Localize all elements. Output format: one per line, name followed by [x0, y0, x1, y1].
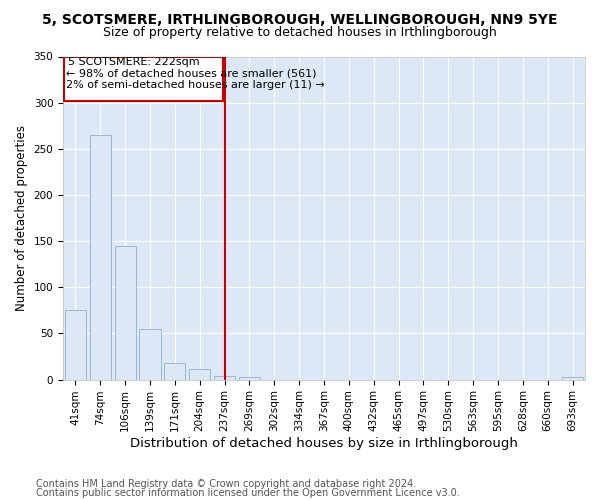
FancyBboxPatch shape	[64, 56, 223, 101]
Bar	[90, 135, 111, 380]
Bar	[115, 246, 136, 380]
Text: ← 98% of detached houses are smaller (561): ← 98% of detached houses are smaller (56…	[65, 68, 316, 78]
Bar	[139, 329, 161, 380]
Text: 2% of semi-detached houses are larger (11) →: 2% of semi-detached houses are larger (1…	[65, 80, 324, 90]
X-axis label: Distribution of detached houses by size in Irthlingborough: Distribution of detached houses by size …	[130, 437, 518, 450]
Y-axis label: Number of detached properties: Number of detached properties	[15, 125, 28, 311]
Text: Contains public sector information licensed under the Open Government Licence v3: Contains public sector information licen…	[36, 488, 460, 498]
Text: 5, SCOTSMERE, IRTHLINGBOROUGH, WELLINGBOROUGH, NN9 5YE: 5, SCOTSMERE, IRTHLINGBOROUGH, WELLINGBO…	[42, 12, 558, 26]
Bar	[164, 363, 185, 380]
Bar	[65, 310, 86, 380]
Bar	[214, 376, 235, 380]
Bar	[239, 377, 260, 380]
Bar	[562, 377, 583, 380]
Text: 5 SCOTSMERE: 222sqm: 5 SCOTSMERE: 222sqm	[68, 58, 200, 68]
Bar	[189, 370, 210, 380]
Text: Contains HM Land Registry data © Crown copyright and database right 2024.: Contains HM Land Registry data © Crown c…	[36, 479, 416, 489]
Text: Size of property relative to detached houses in Irthlingborough: Size of property relative to detached ho…	[103, 26, 497, 39]
